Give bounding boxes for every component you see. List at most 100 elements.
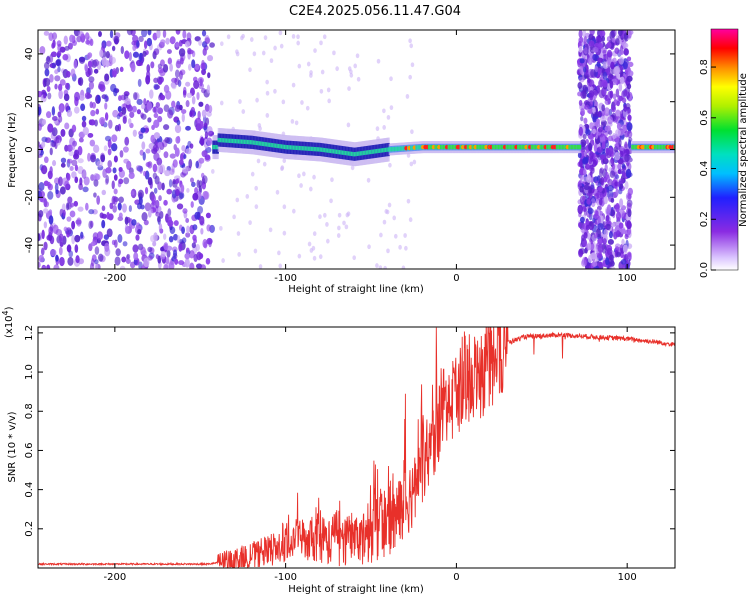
noise-speck xyxy=(124,50,130,59)
noise-speck xyxy=(578,222,582,228)
noise-speck xyxy=(586,174,592,183)
noise-speck xyxy=(145,148,151,154)
noise-speck xyxy=(619,198,624,208)
noise-speck xyxy=(196,91,200,101)
noise-speck xyxy=(197,205,204,214)
noise-speck xyxy=(59,79,66,86)
faint-speck xyxy=(330,177,334,183)
noise-speck xyxy=(122,116,127,124)
noise-speck xyxy=(38,146,42,155)
noise-speck xyxy=(87,67,93,76)
faint-speck xyxy=(263,35,268,41)
noise-speck xyxy=(179,192,185,199)
noise-speck xyxy=(205,212,211,219)
noise-speck xyxy=(601,104,606,112)
noise-speck xyxy=(147,117,152,123)
noise-speck xyxy=(160,39,166,45)
noise-speck xyxy=(198,157,205,164)
noise-speck xyxy=(181,109,187,114)
noise-speck xyxy=(587,57,593,66)
noise-speck xyxy=(614,152,621,161)
noise-speck xyxy=(105,167,112,174)
bottom-x-tick-label: -200 xyxy=(103,572,126,583)
faint-speck xyxy=(255,97,259,103)
noise-speck xyxy=(593,143,598,153)
noise-speck xyxy=(132,129,137,137)
top-y-tick: -40 xyxy=(24,237,675,253)
top-x-tick-label: -100 xyxy=(274,273,297,284)
colorbar-tick-label: 0.0 xyxy=(699,262,710,278)
faint-speck xyxy=(296,34,300,40)
noise-speck xyxy=(111,180,115,190)
noise-speck xyxy=(46,264,51,269)
faint-speck xyxy=(235,49,239,55)
noise-speck xyxy=(60,157,67,164)
noise-speck xyxy=(57,43,62,52)
noise-speck xyxy=(621,97,627,104)
noise-speck xyxy=(593,89,599,96)
noise-speck xyxy=(185,148,192,155)
noise-speck xyxy=(107,139,112,149)
noise-speck xyxy=(592,116,597,123)
noise-speck xyxy=(157,115,163,123)
faint-speck xyxy=(347,86,351,91)
noise-speck xyxy=(628,137,633,143)
noise-speck xyxy=(153,187,158,194)
noise-speck xyxy=(51,127,58,137)
noise-speck xyxy=(627,208,632,218)
noise-speck xyxy=(187,47,192,55)
faint-speck xyxy=(313,48,317,54)
noise-speck xyxy=(157,205,162,213)
noise-speck xyxy=(113,35,120,44)
faint-speck xyxy=(318,254,323,260)
noise-speck xyxy=(113,174,118,181)
noise-speck xyxy=(90,241,96,247)
noise-speck xyxy=(71,171,77,179)
noise-speck xyxy=(136,109,142,115)
faint-speck xyxy=(268,227,273,233)
noise-speck xyxy=(614,181,618,187)
noise-speck xyxy=(588,142,593,152)
faint-speck xyxy=(262,161,267,167)
noise-speck xyxy=(107,160,113,168)
faint-speck xyxy=(350,165,355,171)
noise-speck xyxy=(68,250,74,258)
noise-speck xyxy=(156,30,161,39)
faint-speck xyxy=(282,158,287,164)
noise-speck xyxy=(132,244,139,253)
noise-speck xyxy=(140,246,146,256)
faint-speck xyxy=(409,161,414,167)
noise-speck xyxy=(618,138,622,148)
noise-speck xyxy=(189,262,195,269)
noise-speck xyxy=(74,234,81,243)
noise-speck xyxy=(66,216,72,222)
noise-speck xyxy=(104,94,109,103)
noise-speck xyxy=(157,181,163,191)
noise-speck xyxy=(178,260,185,266)
noise-speck xyxy=(113,155,118,163)
noise-speck xyxy=(101,56,107,66)
noise-speck xyxy=(38,90,43,98)
noise-speck xyxy=(111,134,118,143)
noise-speck xyxy=(158,195,162,202)
noise-speck xyxy=(96,231,103,241)
noise-speck xyxy=(40,247,45,256)
noise-speck xyxy=(109,56,116,64)
noise-speck xyxy=(151,199,156,206)
noise-speck xyxy=(597,126,603,133)
top-y-tick-label: -40 xyxy=(24,237,35,253)
noise-speck xyxy=(603,94,608,100)
noise-speck xyxy=(597,222,604,231)
noise-speck xyxy=(152,32,158,41)
faint-speck xyxy=(403,233,407,238)
noise-speck xyxy=(621,171,626,177)
noise-speck xyxy=(85,202,89,211)
noise-speck xyxy=(625,149,630,155)
y-scale-prefix: (x10 xyxy=(4,315,15,338)
noise-speck xyxy=(199,215,205,226)
noise-speck xyxy=(65,202,70,211)
noise-speck xyxy=(184,252,191,260)
noise-speck xyxy=(578,99,583,107)
noise-speck xyxy=(191,59,196,69)
noise-speck xyxy=(94,263,99,269)
